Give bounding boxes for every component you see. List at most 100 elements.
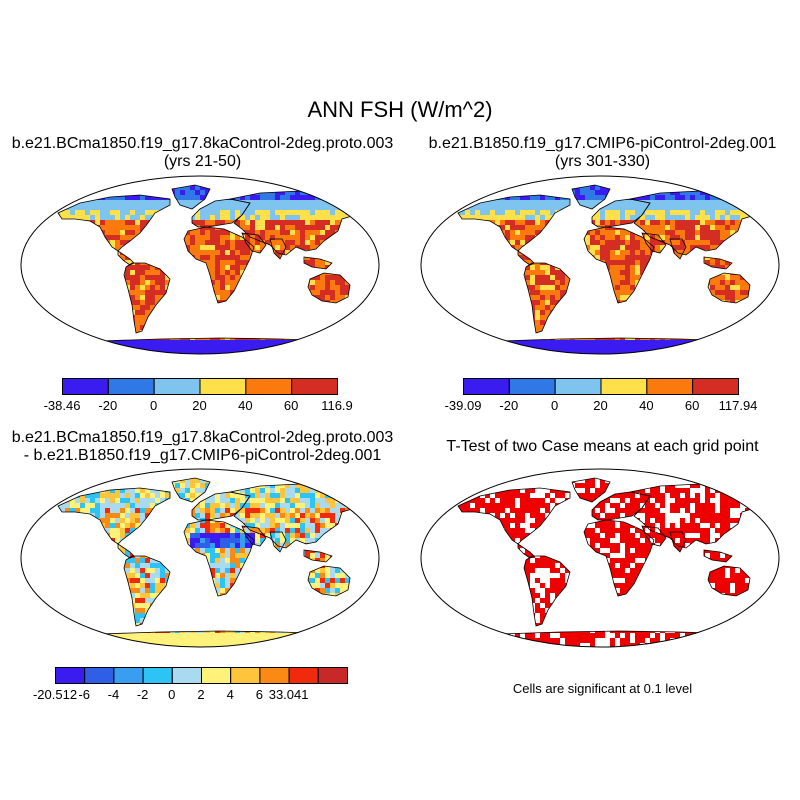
- coastline: [523, 555, 571, 627]
- coastline: [457, 194, 571, 252]
- coastline: [183, 519, 255, 597]
- panel-title-difference-line1: b.e21.BCma1850.f19_g17.8kaControl-2deg.p…: [11, 429, 394, 446]
- colorbar-tick-label: 33.041: [268, 687, 309, 702]
- colorbar-box: [600, 378, 648, 395]
- coastline: [669, 238, 687, 260]
- panel-title-case-line1: b.e21.BCma1850.f19_g17.8kaControl-2deg.p…: [11, 135, 394, 152]
- map-difference: [20, 468, 380, 648]
- colorbar-box: [259, 667, 290, 684]
- panel-title-ttest-line1: T-Test of two Case means at each grid po…: [446, 438, 759, 455]
- colorbar-box: [692, 378, 739, 395]
- coastline: [583, 226, 655, 304]
- colorbar-box: [317, 667, 348, 684]
- coastline: [703, 549, 733, 563]
- colorbar-boxes: [463, 378, 739, 395]
- colorbar-box: [201, 667, 232, 684]
- colorbar-case: -38.46 -20 0 20 40 60 116.9: [44, 378, 353, 418]
- coastline: [303, 256, 333, 270]
- colorbar-box: [245, 378, 293, 395]
- colorbar-tick-label: -6: [78, 687, 90, 702]
- coastline: [123, 555, 171, 627]
- coastline: [571, 184, 611, 210]
- map-boundary: [20, 468, 380, 648]
- coastline: [57, 487, 171, 545]
- colorbar-box: [646, 378, 694, 395]
- coastline: [641, 232, 667, 254]
- coastline: [191, 491, 251, 521]
- map-case: [20, 175, 380, 355]
- colorbar-box: [62, 378, 109, 395]
- map-ttest: [420, 468, 780, 648]
- colorbar-box: [199, 378, 247, 395]
- coastline: [117, 250, 135, 266]
- colorbar-boxes: [62, 378, 338, 395]
- colorbar-tick-label: 60: [283, 398, 299, 413]
- colorbar-tick-label: 60: [684, 398, 700, 413]
- figure-title: ANN FSH (W/m^2): [307, 97, 493, 122]
- map-boundary: [420, 175, 780, 355]
- colorbar-tick-label: -4: [107, 687, 120, 702]
- colorbar-box: [463, 378, 510, 395]
- coastline: [123, 262, 171, 334]
- map-boundary: [20, 175, 380, 355]
- colorbar-box: [171, 667, 203, 684]
- map-boundary: [420, 468, 780, 648]
- colorbar-box: [554, 378, 602, 395]
- panel-title-difference: b.e21.BCma1850.f19_g17.8kaControl-2deg.p…: [0, 429, 405, 465]
- colorbar-tick-label: -39.09: [444, 398, 482, 413]
- colorbar-box: [84, 667, 115, 684]
- panel-title-difference-line2: - b.e21.B1850.f19_g17.CMIP6-piControl-2d…: [23, 447, 382, 464]
- colorbar-box: [55, 667, 86, 684]
- colorbar-box: [230, 667, 261, 684]
- map-control: [420, 175, 780, 355]
- coastline: [517, 543, 535, 559]
- colorbar-tick-label: -20: [499, 398, 519, 413]
- coastline: [517, 250, 535, 266]
- coastline: [307, 272, 351, 304]
- coastline: [707, 565, 751, 597]
- coastline: [669, 531, 687, 553]
- colorbar-tick-label: 2: [197, 687, 205, 702]
- coastline: [591, 491, 651, 521]
- colorbar-box: [288, 667, 319, 684]
- colorbar-tick-label: -2: [136, 687, 149, 702]
- coastline: [117, 543, 135, 559]
- colorbar-tick-label: 6: [255, 687, 264, 702]
- coastline: [707, 272, 751, 304]
- colorbar-box: [508, 378, 556, 395]
- colorbar-tick-label: 0: [150, 398, 158, 413]
- coastline: [523, 262, 571, 334]
- coastline: [307, 565, 351, 597]
- colorbar-box: [291, 378, 338, 395]
- colorbar-tick-label: 20: [593, 398, 608, 413]
- coastline: [303, 549, 333, 563]
- coastline: [183, 226, 255, 304]
- coastline: [191, 198, 251, 228]
- coastline: [571, 477, 611, 503]
- colorbar-control: -39.09 -20 0 20 40 60 117.94: [445, 378, 757, 418]
- coastline: [241, 232, 267, 254]
- colorbar-tick-label: 0: [551, 398, 559, 413]
- coastline: [641, 525, 667, 547]
- panel-title-control: b.e21.B1850.f19_g17.CMIP6-piControl-2deg…: [405, 135, 800, 171]
- coastline: [241, 525, 267, 547]
- coastline: [457, 487, 571, 545]
- colorbar-tick-label: 20: [192, 398, 207, 413]
- coastline: [591, 198, 651, 228]
- colorbar-box: [113, 667, 144, 684]
- panel-title-ttest: T-Test of two Case means at each grid po…: [405, 438, 800, 456]
- coastline: [703, 256, 733, 270]
- coastline: [269, 531, 287, 553]
- coastline: [171, 477, 211, 503]
- colorbar-box: [153, 378, 201, 395]
- panel-title-control-line2: (yrs 301-330): [554, 153, 651, 170]
- colorbar-box: [107, 378, 155, 395]
- coastline: [583, 519, 655, 597]
- colorbar-tick-label: 4: [226, 687, 234, 702]
- coastline: [57, 194, 171, 252]
- colorbar-box: [142, 667, 173, 684]
- colorbar-tick-label: 40: [238, 398, 253, 413]
- colorbar-tick-label: 117.94: [718, 398, 758, 413]
- panel-title-case-line2: (yrs 21-50): [163, 153, 242, 170]
- coastline: [171, 184, 211, 210]
